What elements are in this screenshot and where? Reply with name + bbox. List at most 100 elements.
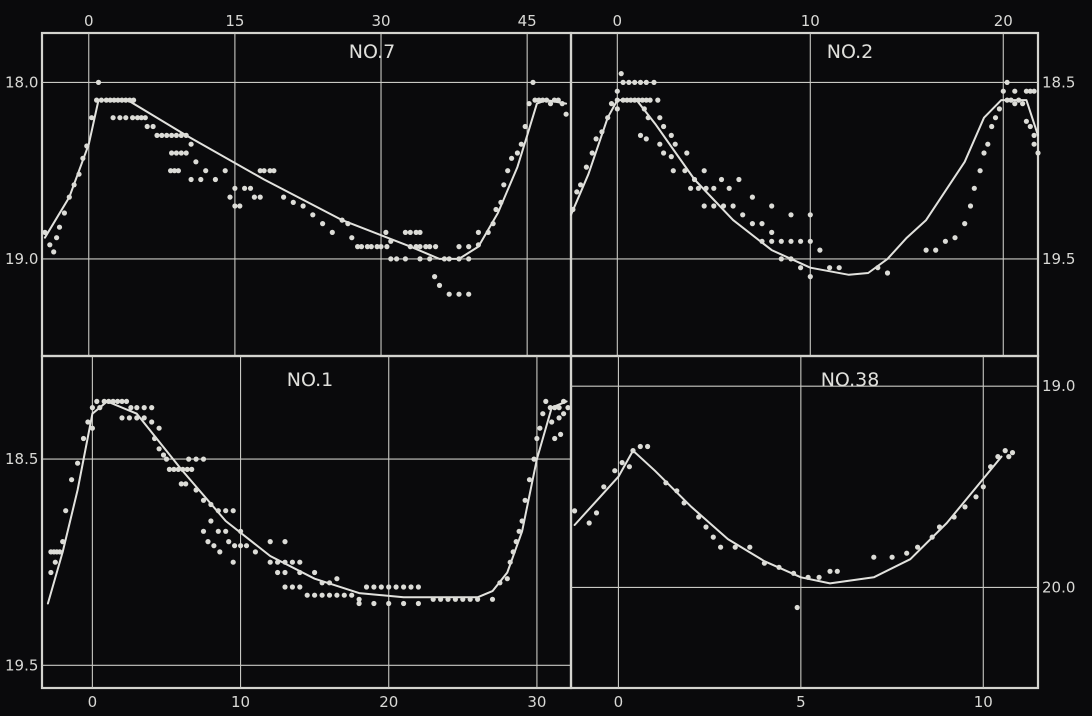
observation-point (184, 466, 190, 472)
observation-point (355, 244, 361, 250)
observation-point (368, 244, 374, 250)
observation-point (282, 539, 288, 545)
observation-point (619, 460, 625, 466)
observation-point (304, 592, 310, 598)
observation-point (282, 569, 288, 576)
observation-point (193, 456, 199, 462)
observation-point (641, 106, 647, 112)
observation-point (628, 97, 634, 103)
observation-point (647, 97, 653, 103)
observation-point (701, 168, 707, 174)
observation-point (238, 543, 244, 549)
observation-point (519, 518, 525, 524)
observation-point (490, 221, 496, 227)
observation-point (232, 185, 238, 191)
observation-point (798, 265, 804, 271)
observation-point (169, 132, 175, 138)
light-curve-line (43, 99, 568, 260)
observation-point (807, 274, 813, 280)
observation-point (378, 244, 384, 250)
observation-point (51, 249, 57, 255)
observation-point (788, 238, 794, 244)
observation-point (123, 97, 129, 103)
observation-point (119, 398, 125, 404)
observation-point (513, 539, 519, 545)
observation-point (252, 549, 258, 555)
observation-point (407, 229, 413, 235)
observation-point (618, 71, 624, 77)
observation-point (415, 600, 421, 607)
observation-point (1031, 132, 1037, 138)
observation-point (552, 405, 558, 411)
observation-point (749, 221, 756, 227)
observation-point (552, 435, 558, 442)
observation-point (103, 97, 109, 103)
observation-point (967, 203, 974, 209)
observation-point (152, 435, 158, 442)
observation-point (475, 242, 481, 248)
observation-point (275, 569, 281, 576)
observation-point (200, 528, 207, 534)
observation-point (415, 584, 421, 590)
observation-point (614, 106, 620, 112)
observation-point (761, 560, 768, 566)
observation-point (438, 596, 444, 602)
observation-point (732, 544, 738, 550)
observation-point (620, 97, 626, 103)
observation-point (60, 539, 66, 545)
observation-point (637, 443, 643, 450)
x-tick-label: 0 (88, 693, 98, 711)
panel-title: NO.38 (821, 369, 880, 391)
observation-point (544, 97, 550, 103)
observation-point (510, 549, 516, 555)
observation-point (175, 168, 181, 174)
observation-point (198, 176, 204, 183)
observation-point (691, 176, 698, 183)
observation-point (436, 282, 443, 288)
observation-point (923, 247, 929, 253)
observation-point (127, 97, 133, 103)
observation-point (289, 584, 295, 590)
observation-point (703, 524, 709, 530)
observation-point (498, 199, 504, 205)
observation-point (778, 256, 784, 262)
observation-point (645, 443, 651, 450)
observation-point (505, 168, 511, 174)
observation-point (549, 419, 555, 425)
observation-point (123, 398, 130, 404)
observation-point (159, 132, 165, 138)
observation-point (150, 123, 156, 130)
observation-point (871, 554, 877, 560)
observation-point (794, 604, 800, 611)
observation-point (670, 168, 676, 174)
observation-point (193, 159, 199, 165)
observation-point (141, 415, 147, 421)
observation-point (668, 154, 674, 160)
x-tick-label: 0 (613, 12, 623, 30)
observation-point (561, 411, 567, 417)
observation-point (131, 97, 137, 103)
observation-point (339, 217, 345, 223)
observation-point (1004, 79, 1010, 85)
observation-point (563, 111, 569, 117)
observation-point (681, 500, 687, 506)
observation-point (460, 596, 466, 602)
observation-point (297, 584, 303, 590)
observation-point (180, 466, 186, 472)
observation-point (169, 150, 175, 156)
observation-point (933, 247, 939, 253)
observation-point (203, 168, 209, 174)
observation-point (661, 150, 667, 156)
observation-point (516, 528, 522, 534)
observation-point (674, 488, 680, 494)
observation-point (620, 79, 626, 85)
observation-point (589, 150, 595, 156)
observation-point (504, 576, 510, 582)
observation-point (383, 229, 389, 235)
observation-point (371, 600, 377, 607)
observation-point (645, 115, 651, 121)
observation-point (242, 185, 248, 191)
observation-point (1012, 88, 1018, 94)
observation-point (282, 559, 288, 565)
observation-point (682, 168, 688, 174)
